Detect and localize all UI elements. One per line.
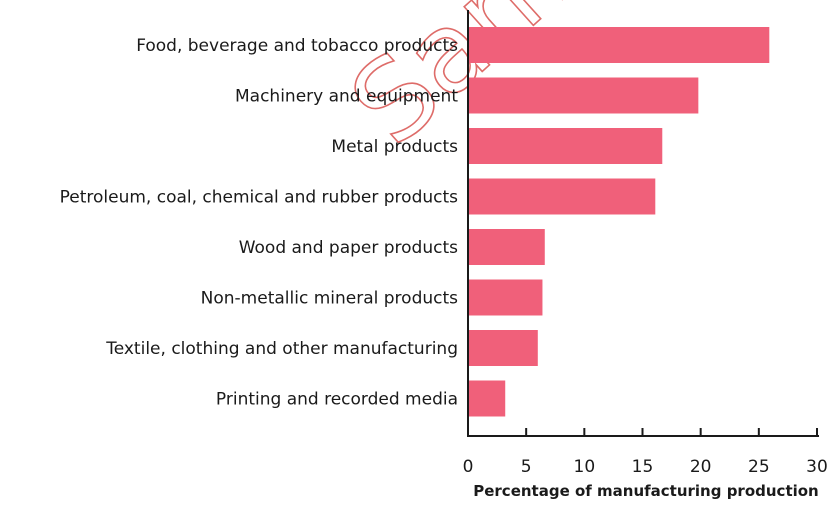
category-label: Food, beverage and tobacco products	[136, 36, 458, 56]
axes-layer	[467, 10, 819, 437]
category-label: Textile, clothing and other manufacturin…	[105, 339, 458, 359]
bar	[468, 229, 545, 265]
x-tick-label: 5	[521, 457, 532, 477]
bar	[468, 77, 699, 114]
category-label: Non-metallic mineral products	[201, 289, 458, 309]
category-label: Metal products	[331, 137, 458, 157]
bars-layer	[468, 27, 770, 417]
bar	[468, 27, 770, 63]
category-label: Printing and recorded media	[216, 390, 458, 410]
x-axis-title: Percentage of manufacturing production	[473, 482, 819, 500]
category-label: Wood and paper products	[239, 238, 458, 258]
bar	[468, 380, 506, 417]
bar	[468, 178, 656, 215]
x-tick-label: 10	[574, 457, 596, 477]
category-label: Machinery and equipment	[235, 87, 458, 107]
x-tick-label: 30	[806, 457, 828, 477]
x-tick-label: 15	[632, 457, 654, 477]
bar	[468, 128, 663, 164]
x-tick-label: 20	[690, 457, 712, 477]
x-tick-label: 25	[748, 457, 770, 477]
bar	[468, 330, 538, 366]
bar	[468, 279, 543, 316]
category-label: Petroleum, coal, chemical and rubber pro…	[60, 188, 459, 208]
labels-layer: Food, beverage and tobacco products Machi…	[60, 36, 828, 477]
x-tick-label: 0	[463, 457, 474, 477]
